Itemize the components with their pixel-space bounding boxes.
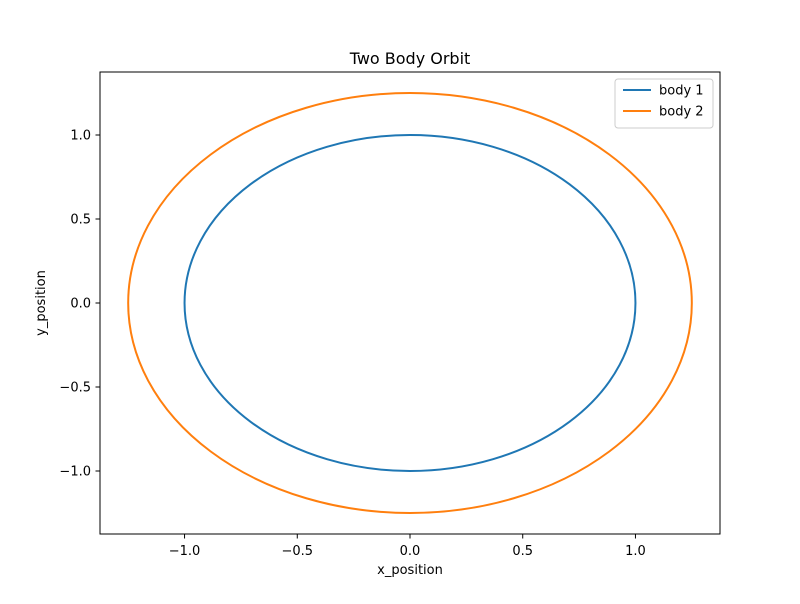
y-axis-label: y_position — [34, 270, 49, 336]
y-tick-label: −0.5 — [59, 381, 91, 396]
legend: body 1 body 2 — [614, 78, 714, 129]
series-2-orbit-line — [127, 92, 693, 514]
x-tick-label: −0.5 — [281, 544, 313, 559]
legend-label-series-1: body 1 — [659, 84, 704, 99]
legend-box — [614, 78, 714, 129]
legend-label-series-2: body 2 — [659, 105, 704, 120]
series-1-orbit-line — [183, 134, 637, 472]
y-tick-label: 0.0 — [70, 297, 91, 312]
y-tick-label: 0.5 — [70, 213, 91, 228]
x-tick-label: 1.0 — [625, 544, 646, 559]
x-axis-label: x_position — [377, 563, 443, 578]
x-tick-label: 0.5 — [512, 544, 533, 559]
x-tick-label: 0.0 — [400, 544, 421, 559]
y-tick-label: 1.0 — [70, 129, 91, 144]
x-tick-label: −1.0 — [169, 544, 201, 559]
y-tick-label: −1.0 — [59, 465, 91, 480]
plot-area: −1.0 −0.5 0.0 0.5 1.0 −1.0 −0.5 0.0 0.5 1.0 — [59, 71, 721, 559]
chart-title: Two Body Orbit — [349, 49, 471, 68]
plot-frame — [99, 71, 721, 535]
